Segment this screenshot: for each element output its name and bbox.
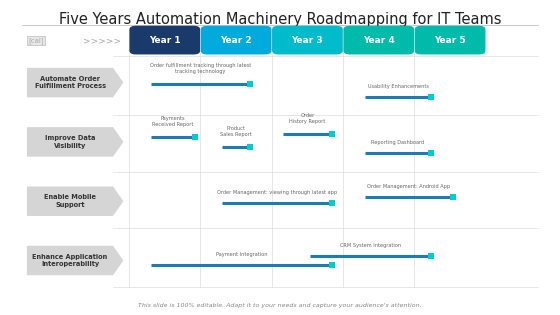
Text: Year 5: Year 5 (435, 36, 466, 45)
Text: CRM System Integration: CRM System Integration (340, 243, 401, 248)
Text: Improve Data
Visibility: Improve Data Visibility (45, 135, 95, 149)
Text: Automate Order
Fulfillment Process: Automate Order Fulfillment Process (35, 76, 106, 89)
FancyBboxPatch shape (200, 26, 272, 54)
FancyBboxPatch shape (343, 26, 414, 54)
Text: >>>>>: >>>>> (83, 36, 121, 45)
Text: Year 4: Year 4 (363, 36, 395, 45)
Text: Year 1: Year 1 (149, 36, 180, 45)
Text: Enable Mobile
Support: Enable Mobile Support (44, 194, 96, 208)
Text: Reporting Dashboard: Reporting Dashboard (371, 140, 424, 145)
Text: Order Management: viewing through latest app: Order Management: viewing through latest… (217, 190, 337, 195)
FancyBboxPatch shape (129, 26, 200, 54)
Text: Usability Enhancements: Usability Enhancements (367, 84, 428, 89)
Text: Payments
Received Report: Payments Received Report (152, 117, 194, 127)
Text: [cal]: [cal] (28, 37, 44, 44)
FancyBboxPatch shape (415, 26, 486, 54)
Text: Order
History Report: Order History Report (290, 113, 325, 124)
Text: Order Management: Android App: Order Management: Android App (367, 184, 450, 189)
Text: Year 3: Year 3 (292, 36, 323, 45)
Text: This slide is 100% editable. Adapt it to your needs and capture your audience's : This slide is 100% editable. Adapt it to… (138, 303, 422, 308)
FancyBboxPatch shape (272, 26, 343, 54)
Polygon shape (27, 69, 123, 97)
Text: Year 2: Year 2 (220, 36, 252, 45)
Text: Enhance Application
Interoperability: Enhance Application Interoperability (32, 254, 108, 267)
Text: Five Years Automation Machinery Roadmapping for IT Teams: Five Years Automation Machinery Roadmapp… (59, 12, 501, 27)
Polygon shape (27, 128, 123, 156)
Polygon shape (27, 187, 123, 215)
Text: Order fulfillment tracking through latest
tracking technology: Order fulfillment tracking through lates… (150, 63, 251, 74)
Text: Payment Integration: Payment Integration (216, 252, 267, 257)
Text: Product
Sales Report: Product Sales Report (220, 126, 252, 137)
Polygon shape (27, 246, 123, 275)
